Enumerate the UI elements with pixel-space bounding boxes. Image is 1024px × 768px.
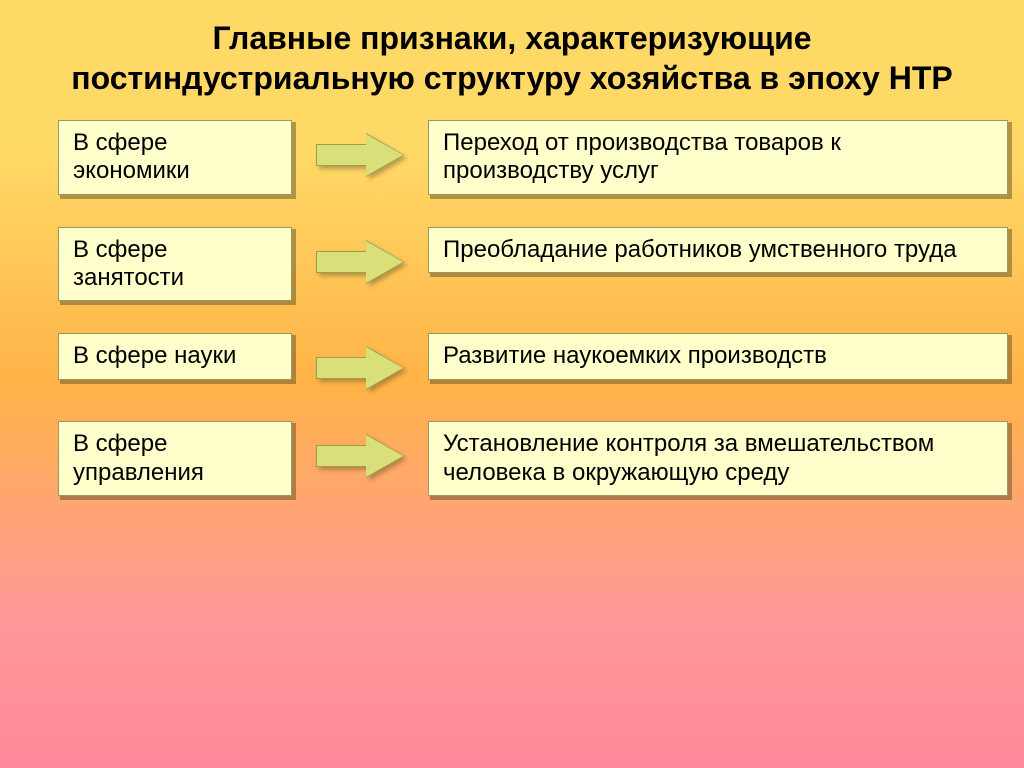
arrow-icon xyxy=(316,134,404,176)
arrow-icon xyxy=(316,241,404,283)
sphere-box-employment: В сфере занятости xyxy=(58,227,292,302)
row-employment: В сфере занятостиПреобладание работников… xyxy=(58,227,988,302)
arrow-icon xyxy=(316,435,404,477)
arrow-icon xyxy=(316,347,404,389)
sphere-box-economy: В сфере экономики xyxy=(58,120,292,195)
description-box-employment: Преобладание работников умственного труд… xyxy=(428,227,1008,273)
row-management: В сфере управленияУстановление контроля … xyxy=(58,421,988,496)
description-box-economy: Переход от производства товаров к произв… xyxy=(428,120,1008,195)
page-title: Главные признаки, характеризующие постин… xyxy=(0,0,1024,108)
description-box-science: Развитие наукоемких производств xyxy=(428,333,1008,379)
diagram-rows: В сфере экономики Переход от производства… xyxy=(0,108,1024,496)
row-science: В сфере наукиРазвитие наукоемких произво… xyxy=(58,333,988,389)
sphere-box-science: В сфере науки xyxy=(58,333,292,379)
description-box-management: Установление контроля за вмешательством … xyxy=(428,421,1008,496)
row-economy: В сфере экономикиПереход от производства… xyxy=(58,120,988,195)
sphere-box-management: В сфере управления xyxy=(58,421,292,496)
